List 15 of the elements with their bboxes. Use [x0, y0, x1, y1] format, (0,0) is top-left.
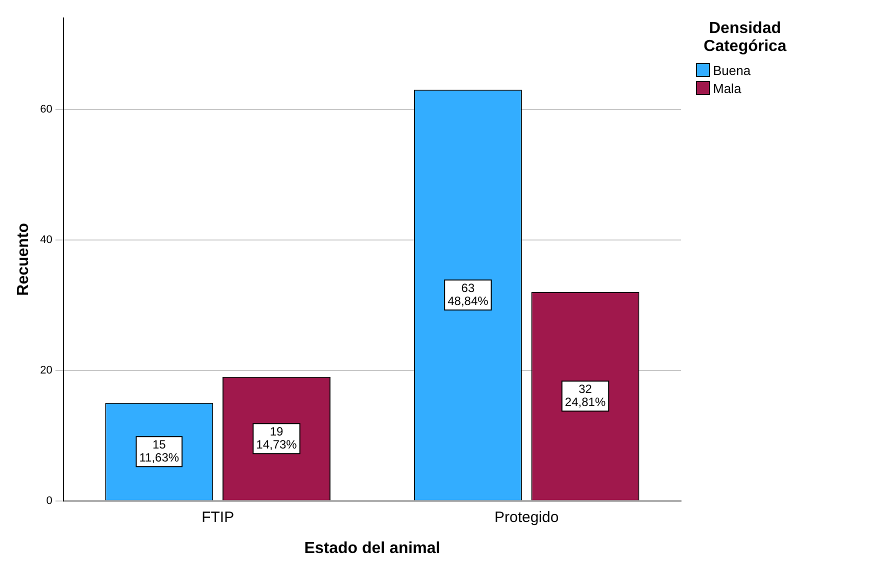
y-tick-label: 0 — [46, 494, 52, 507]
data-label: 19 14,73% — [256, 424, 298, 452]
data-label: 15 11,63% — [139, 437, 180, 464]
legend-title: Densidad Categórica — [702, 20, 788, 56]
data-label: 32 24,81% — [564, 382, 606, 409]
y-tick-label: 40 — [40, 234, 52, 246]
x-tick-label: Protegido — [494, 508, 559, 526]
data-label: 63 48,84% — [448, 280, 489, 308]
y-tick-label: 60 — [40, 103, 52, 116]
legend-label: Mala — [713, 80, 742, 96]
y-axis-title: Recuento — [15, 222, 32, 296]
x-axis-title: Estado del animal — [304, 540, 440, 557]
legend-label: Buena — [713, 62, 751, 78]
x-tick-label: FTIP — [202, 508, 234, 526]
y-tick-label: 20 — [40, 364, 52, 376]
